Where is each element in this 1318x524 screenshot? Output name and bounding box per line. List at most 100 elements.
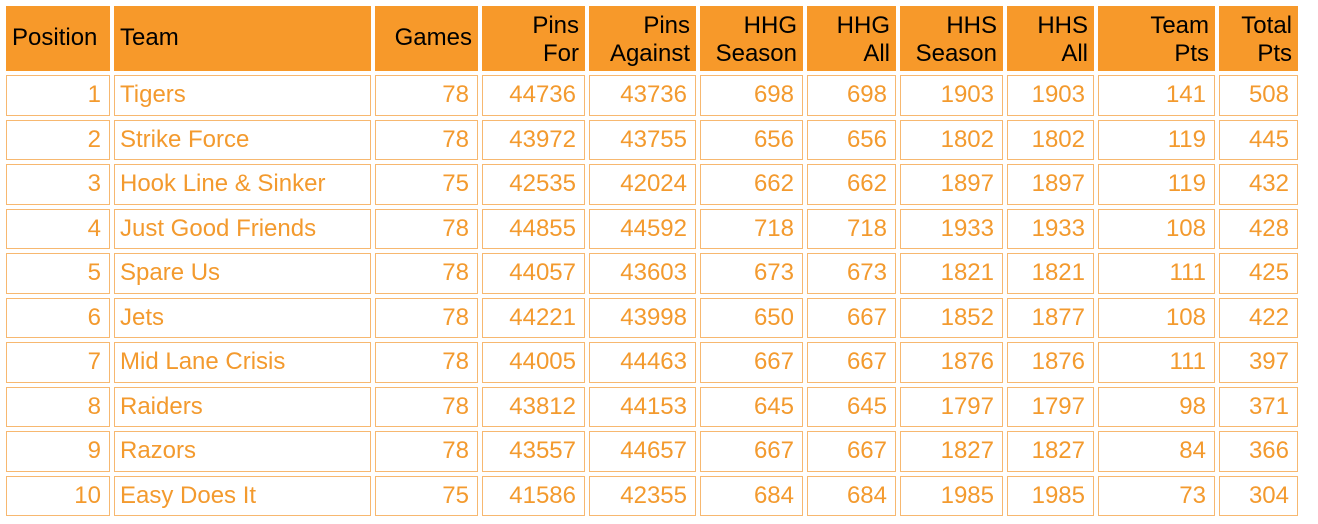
table-row: 5 Spare Us 78 44057 43603 673 673 1821 1821 111 42… xyxy=(6,253,1298,294)
column-header-hhg-season: HHG Season xyxy=(700,6,803,71)
cell-team-pts: 98 xyxy=(1098,386,1215,427)
cell-pins-against: 44592 xyxy=(589,208,696,249)
cell-games: 78 xyxy=(375,431,478,472)
cell-hhs-season: 1985 xyxy=(900,475,1003,516)
team-link[interactable]: Hook Line & Sinker xyxy=(120,170,326,198)
team-link[interactable]: Just Good Friends xyxy=(120,214,317,242)
cell-hhs-all: 1797 xyxy=(1007,386,1094,427)
cell-pins-against: 43998 xyxy=(589,297,696,338)
cell-position: 2 xyxy=(6,119,110,160)
cell-team-pts: 111 xyxy=(1098,342,1215,383)
cell-total-pts: 397 xyxy=(1219,342,1298,383)
column-header-hhg-all: HHG All xyxy=(807,6,896,71)
cell-games: 78 xyxy=(375,297,478,338)
cell-hhs-season: 1852 xyxy=(900,297,1003,338)
column-header-hhs-season: HHS Season xyxy=(900,6,1003,71)
cell-hhg-all: 656 xyxy=(807,119,896,160)
cell-hhg-season: 673 xyxy=(700,253,803,294)
cell-total-pts: 428 xyxy=(1219,208,1298,249)
table-row: 10 Easy Does It 75 41586 42355 684 684 1985 1985… xyxy=(6,475,1298,516)
table-row: 7 Mid Lane Crisis 78 44005 44463 667 667 1876 18… xyxy=(6,342,1298,383)
column-header-line: Pts xyxy=(1174,40,1209,67)
table-row: 9 Razors 78 43557 44657 667 667 1827 1827 84 366 xyxy=(6,431,1298,472)
cell-hhs-season: 1802 xyxy=(900,119,1003,160)
column-header-line: Pins xyxy=(532,12,579,39)
cell-total-pts: 445 xyxy=(1219,119,1298,160)
cell-team: Tigers xyxy=(114,75,371,116)
cell-hhg-all: 645 xyxy=(807,386,896,427)
cell-total-pts: 508 xyxy=(1219,75,1298,116)
cell-team-pts: 84 xyxy=(1098,431,1215,472)
cell-hhg-all: 684 xyxy=(807,475,896,516)
cell-pins-against: 43755 xyxy=(589,119,696,160)
cell-hhg-all: 718 xyxy=(807,208,896,249)
column-header-team: Team xyxy=(114,6,371,71)
team-link[interactable]: Easy Does It xyxy=(120,481,257,509)
cell-team: Jets xyxy=(114,297,371,338)
column-header-line: Team xyxy=(1150,12,1209,39)
team-link[interactable]: Raiders xyxy=(120,392,203,420)
cell-hhs-season: 1797 xyxy=(900,386,1003,427)
cell-games: 75 xyxy=(375,475,478,516)
header-row: Position Team Games Pins For Pins Against HHG Se… xyxy=(6,6,1298,71)
team-link[interactable]: Spare Us xyxy=(120,259,221,287)
cell-team-pts: 119 xyxy=(1098,119,1215,160)
cell-position: 7 xyxy=(6,342,110,383)
cell-team: Spare Us xyxy=(114,253,371,294)
cell-position: 3 xyxy=(6,164,110,205)
cell-team-pts: 111 xyxy=(1098,253,1215,294)
team-link[interactable]: Mid Lane Crisis xyxy=(120,348,286,376)
cell-team-pts: 108 xyxy=(1098,208,1215,249)
cell-hhg-all: 662 xyxy=(807,164,896,205)
cell-hhg-season: 645 xyxy=(700,386,803,427)
column-header-line: Team xyxy=(120,23,179,51)
column-header-pins-for: Pins For xyxy=(482,6,585,71)
team-link[interactable]: Strike Force xyxy=(120,125,250,153)
cell-hhs-all: 1903 xyxy=(1007,75,1094,116)
column-header-line: Total xyxy=(1241,12,1292,39)
cell-hhs-all: 1802 xyxy=(1007,119,1094,160)
cell-team-pts: 108 xyxy=(1098,297,1215,338)
standings-table: Position Team Games Pins For Pins Against HHG Se… xyxy=(2,2,1302,520)
column-header-line: Pins xyxy=(643,12,690,39)
cell-games: 75 xyxy=(375,164,478,205)
cell-pins-against: 42024 xyxy=(589,164,696,205)
column-header-line: For xyxy=(543,40,579,67)
column-header-pins-against: Pins Against xyxy=(589,6,696,71)
cell-pins-for: 44736 xyxy=(482,75,585,116)
column-header-line: Pts xyxy=(1257,40,1292,67)
column-header-line: HHG xyxy=(743,12,797,39)
column-header-line: HHS xyxy=(946,12,997,39)
team-link[interactable]: Razors xyxy=(120,437,197,465)
cell-team-pts: 141 xyxy=(1098,75,1215,116)
cell-hhs-all: 1877 xyxy=(1007,297,1094,338)
column-header-line: Season xyxy=(715,40,797,67)
column-header-line: Position xyxy=(12,23,98,51)
team-link[interactable]: Jets xyxy=(120,303,165,331)
cell-hhg-season: 684 xyxy=(700,475,803,516)
column-header-line: HHG xyxy=(836,12,890,39)
cell-hhg-all: 698 xyxy=(807,75,896,116)
cell-hhg-season: 656 xyxy=(700,119,803,160)
column-header-line: Against xyxy=(609,40,690,67)
column-header-position: Position xyxy=(6,6,110,71)
cell-pins-for: 44855 xyxy=(482,208,585,249)
cell-hhs-all: 1821 xyxy=(1007,253,1094,294)
column-header-line: All xyxy=(863,40,890,67)
column-header-line: Season xyxy=(915,40,997,67)
cell-team: Easy Does It xyxy=(114,475,371,516)
cell-hhg-all: 673 xyxy=(807,253,896,294)
cell-team: Mid Lane Crisis xyxy=(114,342,371,383)
cell-hhg-all: 667 xyxy=(807,431,896,472)
cell-pins-against: 44463 xyxy=(589,342,696,383)
cell-games: 78 xyxy=(375,253,478,294)
table-row: 2 Strike Force 78 43972 43755 656 656 1802 1802 1… xyxy=(6,119,1298,160)
cell-hhs-season: 1827 xyxy=(900,431,1003,472)
team-link[interactable]: Tigers xyxy=(120,81,186,109)
cell-total-pts: 432 xyxy=(1219,164,1298,205)
cell-total-pts: 422 xyxy=(1219,297,1298,338)
cell-hhs-all: 1827 xyxy=(1007,431,1094,472)
cell-games: 78 xyxy=(375,386,478,427)
cell-pins-against: 44657 xyxy=(589,431,696,472)
cell-hhs-season: 1933 xyxy=(900,208,1003,249)
